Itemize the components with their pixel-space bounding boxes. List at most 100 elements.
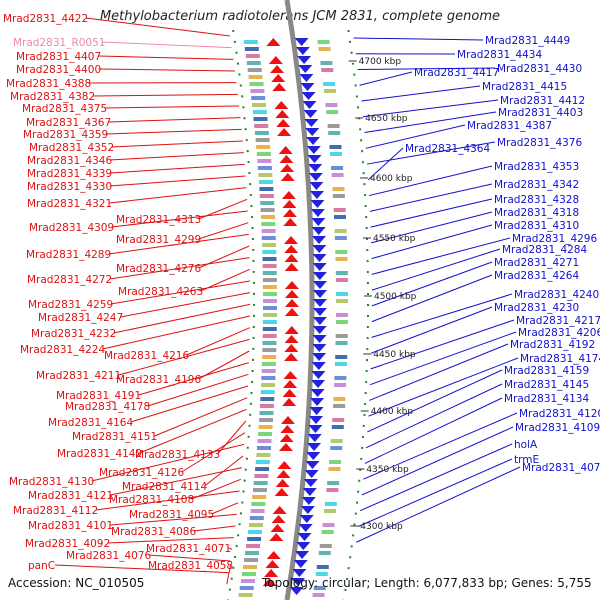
forward-gene-arrow xyxy=(284,281,299,289)
forward-gene-arrow xyxy=(272,83,287,91)
annotation-band xyxy=(262,271,277,275)
annotation-band xyxy=(246,61,261,65)
annotation-band xyxy=(261,376,276,380)
annotation-band xyxy=(250,89,265,93)
reverse-gene-arrow xyxy=(307,434,322,442)
annotation-band xyxy=(261,383,276,387)
annotation-band xyxy=(323,82,336,86)
annotation-band xyxy=(259,411,274,415)
annotation-band xyxy=(335,271,348,275)
left-gene-label: Mrad2831_4232 xyxy=(31,328,116,340)
annotation-band xyxy=(335,257,348,261)
reverse-gene-arrow xyxy=(312,326,327,334)
right-leader-line xyxy=(371,261,493,307)
forward-gene-arrow xyxy=(283,371,298,379)
reverse-gene-arrow xyxy=(296,542,311,550)
left-leader-line xyxy=(181,432,246,473)
reverse-gene-arrow xyxy=(301,92,316,100)
left-gene-label: Mrad2831_4263 xyxy=(118,286,203,298)
annotation-band xyxy=(257,446,271,450)
kbp-tick-label: 4300 kbp xyxy=(360,522,403,532)
right-gene-label: Mrad2831_4134 xyxy=(504,393,589,405)
left-leader-line xyxy=(118,338,250,376)
annotation-band xyxy=(262,250,277,254)
kbp-tick-label: 4450 kbp xyxy=(373,350,416,360)
left-gene-label: Mrad2831_4114 xyxy=(122,481,207,493)
right-leader-line xyxy=(359,71,413,86)
annotation-band xyxy=(255,467,270,471)
annotation-band xyxy=(257,439,272,443)
reverse-gene-arrow xyxy=(311,380,326,388)
left-gene-label: Mrad2831_4086 xyxy=(111,526,196,538)
annotation-band xyxy=(262,243,277,247)
left-leader-line xyxy=(105,128,242,135)
annotation-band xyxy=(326,488,339,492)
annotation-band xyxy=(258,180,273,184)
forward-gene-arrow xyxy=(278,146,293,154)
annotation-band xyxy=(260,397,275,401)
annotation-band xyxy=(261,229,276,233)
left-gene-label: Mrad2831_4142 xyxy=(57,448,142,460)
left-leader-line xyxy=(120,292,251,318)
annotation-band xyxy=(317,40,330,44)
reverse-gene-arrow xyxy=(302,488,317,496)
reverse-gene-arrow xyxy=(294,38,309,46)
annotation-band xyxy=(323,89,336,93)
right-gene-label: Mrad2831_4353 xyxy=(494,161,579,173)
forward-gene-arrow xyxy=(282,398,297,406)
right-leader-line xyxy=(364,397,503,464)
forward-gene-arrow xyxy=(284,326,299,334)
left-gene-label: Mrad2831_4299 xyxy=(116,234,201,246)
left-gene-label: Mrad2831_4375 xyxy=(22,103,107,115)
left-gene-label: Mrad2831_4289 xyxy=(26,249,111,261)
annotation-band xyxy=(243,40,258,44)
forward-gene-arrow xyxy=(284,335,299,343)
reverse-gene-arrow xyxy=(312,299,327,307)
right-leader-line xyxy=(361,426,514,496)
right-gene-label: Mrad2831_4310 xyxy=(494,220,579,232)
left-leader-line xyxy=(98,68,235,72)
left-leader-line xyxy=(110,467,243,496)
forward-gene-arrow xyxy=(283,218,298,226)
annotation-band xyxy=(332,187,345,191)
annotation-band xyxy=(256,152,271,156)
annotation-band xyxy=(335,362,347,366)
right-leader-line xyxy=(370,319,515,370)
annotation-band xyxy=(328,467,341,471)
left-leader-line xyxy=(154,397,248,437)
left-leader-line xyxy=(228,547,233,550)
annotation-band xyxy=(334,383,347,387)
left-gene-label: Mrad2831_4422 xyxy=(3,13,88,25)
annotation-band xyxy=(248,523,263,527)
left-leader-line xyxy=(109,187,247,204)
forward-gene-arrow xyxy=(279,155,294,163)
kbp-tick-label: 4700 kbp xyxy=(359,57,402,67)
forward-gene-arrow xyxy=(265,560,280,568)
left-leader-line xyxy=(113,303,251,334)
right-gene-label: Mrad2831_4296 xyxy=(512,233,597,245)
reverse-gene-arrow xyxy=(306,137,321,145)
right-gene-label: Mrad2831_4174 xyxy=(520,353,600,365)
annotation-band xyxy=(239,586,254,590)
left-leader-line xyxy=(54,564,229,574)
right-gene-label: Mrad2831_4120 xyxy=(519,408,600,420)
kbp-tick-label: 4350 kbp xyxy=(366,465,409,475)
left-gene-label: Mrad2831_4400 xyxy=(16,64,101,76)
annotation-band xyxy=(316,565,329,569)
reverse-gene-arrow xyxy=(311,371,326,379)
right-gene-label: Mrad2831_4342 xyxy=(494,179,579,191)
left-leader-line xyxy=(148,554,231,562)
forward-gene-arrow xyxy=(266,38,281,46)
kbp-tick-label: 4650 kbp xyxy=(365,114,408,124)
right-leader-line xyxy=(358,458,513,527)
left-gene-label: Mrad2831_4095 xyxy=(129,509,214,521)
annotation-band xyxy=(330,152,342,156)
left-leader-line xyxy=(226,564,232,585)
left-gene-label: Mrad2831_4071 xyxy=(146,543,231,555)
right-gene-label: Mrad2831_4364 xyxy=(405,143,490,155)
left-gene-label: Mrad2831_4112 xyxy=(13,505,98,517)
annotation-band xyxy=(312,593,325,597)
accession-text: Accession: NC_010505 xyxy=(8,576,145,590)
left-gene-label: Mrad2831_4352 xyxy=(29,142,114,154)
left-gene-label: Mrad2831_4121 xyxy=(28,490,113,502)
